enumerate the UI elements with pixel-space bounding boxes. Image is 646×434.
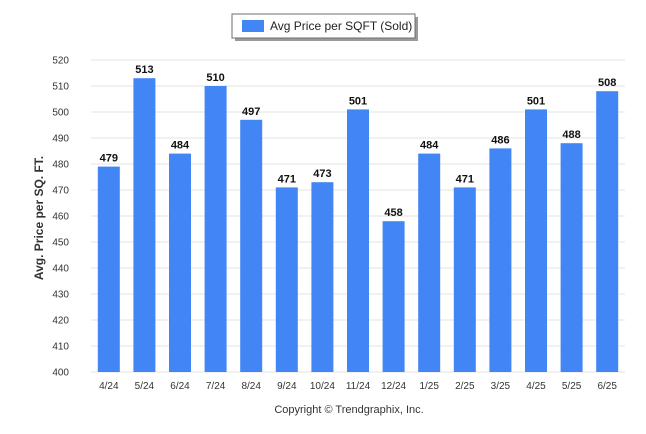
y-axis-ticks: 400 410 420 430 440 450 460 470 480 490 500 510 520 — [52, 56, 69, 379]
y-tick-label: 400 — [52, 368, 69, 379]
data-label: 501 — [527, 95, 545, 107]
bar[interactable] — [347, 109, 369, 373]
x-tick-label: 6/24 — [170, 381, 190, 392]
x-tick-label: 8/24 — [241, 381, 261, 392]
data-label: 508 — [598, 77, 616, 89]
y-tick-label: 440 — [52, 264, 69, 275]
data-label: 471 — [456, 173, 474, 185]
x-tick-label: 1/25 — [419, 381, 439, 392]
copyright-text: Copyright © Trendgraphix, Inc. — [274, 404, 423, 416]
bars — [97, 78, 619, 373]
legend[interactable]: Avg Price per SQFT (Sold) — [231, 13, 418, 41]
data-label: 458 — [384, 207, 402, 219]
y-axis-label: Avg. Price per SQ. FT. — [32, 156, 46, 280]
y-tick-label: 430 — [52, 290, 69, 301]
y-tick-label: 470 — [52, 186, 69, 197]
x-tick-label: 4/25 — [526, 381, 546, 392]
bar[interactable] — [240, 119, 263, 372]
x-axis-ticks: 4/24 5/24 6/24 7/24 8/24 9/24 10/24 11/24 12/24 1… — [99, 381, 617, 392]
y-tick-label: 480 — [52, 160, 69, 171]
x-tick-label: 5/25 — [562, 381, 582, 392]
data-label: 510 — [206, 72, 224, 84]
x-tick-label: 11/24 — [346, 381, 371, 392]
data-label: 497 — [242, 106, 260, 118]
y-tick-label: 420 — [52, 316, 69, 327]
legend-box — [231, 13, 416, 39]
y-tick-label: 490 — [52, 134, 69, 145]
x-tick-label: 5/24 — [135, 381, 155, 392]
bar[interactable] — [560, 143, 583, 372]
x-tick-label: 9/24 — [277, 381, 297, 392]
y-tick-label: 520 — [52, 56, 69, 67]
y-tick-label: 450 — [52, 238, 69, 249]
y-tick-label: 460 — [52, 212, 69, 223]
bar[interactable] — [489, 148, 512, 372]
bar[interactable] — [418, 153, 441, 372]
x-tick-label: 10/24 — [310, 381, 335, 392]
x-tick-label: 4/24 — [99, 381, 119, 392]
data-label: 501 — [349, 95, 367, 107]
x-tick-label: 12/24 — [381, 381, 406, 392]
x-tick-label: 7/24 — [206, 381, 226, 392]
bar[interactable] — [525, 109, 547, 373]
y-tick-label: 510 — [52, 82, 69, 93]
x-tick-label: 6/25 — [597, 381, 617, 392]
bar[interactable] — [275, 187, 298, 372]
data-label: 488 — [562, 129, 580, 141]
bar[interactable] — [169, 153, 191, 372]
data-label: 473 — [313, 168, 331, 180]
bar[interactable] — [382, 221, 405, 372]
legend-label: Avg Price per SQFT (Sold) — [270, 19, 412, 33]
data-label: 484 — [171, 140, 190, 152]
x-tick-label: 2/25 — [455, 381, 475, 392]
x-tick-label: 3/25 — [491, 381, 511, 392]
bar[interactable] — [204, 86, 227, 372]
bar[interactable] — [453, 187, 476, 372]
data-label: 479 — [100, 153, 118, 165]
y-tick-label: 410 — [52, 342, 69, 353]
bar[interactable] — [133, 78, 156, 372]
data-label: 513 — [135, 64, 153, 76]
legend-swatch — [242, 20, 264, 32]
data-label: 484 — [420, 140, 439, 152]
data-label: 486 — [491, 134, 509, 146]
data-label: 471 — [278, 173, 296, 185]
bar[interactable] — [596, 91, 619, 372]
y-tick-label: 500 — [52, 108, 69, 119]
data-labels: 479 513 484 510 497 471 473 501 458 484 471 486 501 4… — [100, 64, 617, 219]
bar[interactable] — [97, 166, 120, 372]
bar[interactable] — [311, 182, 334, 372]
